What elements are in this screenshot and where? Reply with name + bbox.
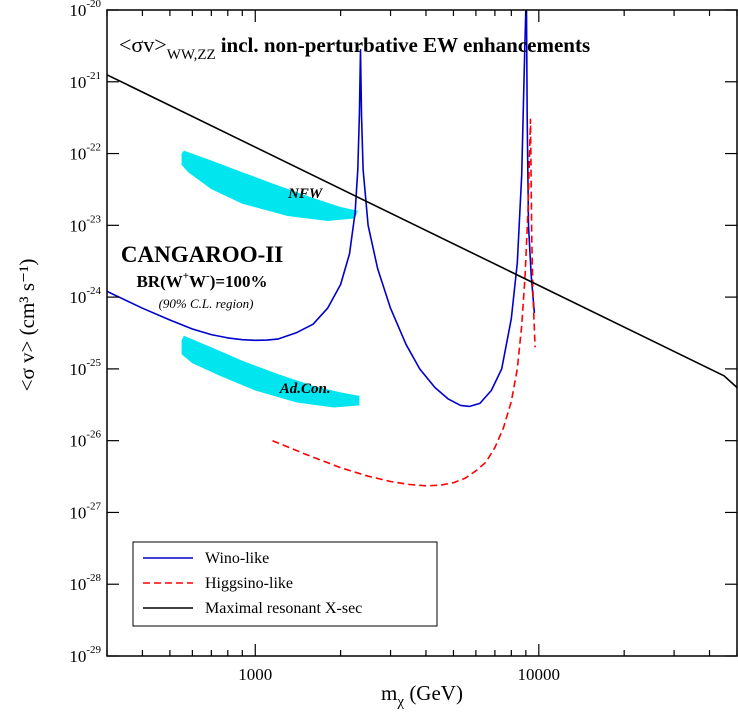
y-tick-label: 10-27 — [69, 500, 101, 522]
chart-title: <σv>WW,ZZ incl. non-perturbative EW enhan… — [119, 32, 590, 63]
y-tick-label: 10-26 — [69, 429, 101, 451]
legend: Wino-like Higgsino-like Maximal resonant… — [132, 541, 438, 627]
series-wino-line — [107, 10, 527, 408]
region-ad-con — [181, 335, 360, 408]
x-axis-label: mχ (GeV) — [381, 681, 463, 710]
y-axis-ticks — [107, 9, 737, 657]
region-nfw — [181, 150, 358, 221]
branching-ratio-label: BR(W+W-)=100% — [136, 270, 267, 291]
series-wino-line-upper — [525, 10, 536, 314]
series-layer — [107, 10, 737, 487]
y-tick-label: 10-29 — [69, 644, 101, 666]
y-tick-label: 10-28 — [69, 572, 101, 594]
legend-label-wino: Wino-like — [205, 550, 269, 567]
y-tick-label: 10-20 — [69, 0, 101, 20]
legend-box — [132, 541, 438, 627]
legend-label-higgsino: Higgsino-like — [205, 575, 293, 592]
y-tick-label: 10-25 — [69, 357, 101, 379]
experiment-label: CANGAROO-II — [121, 242, 283, 267]
confidence-level-note: (90% C.L. region) — [159, 296, 254, 311]
x-axis-ticks — [106, 10, 738, 656]
series-maximal-line — [107, 74, 737, 389]
y-tick-label: 10-24 — [69, 285, 101, 307]
x-tick-label: 10000 — [518, 665, 561, 684]
legend-label-maximal: Maximal resonant X-sec — [205, 600, 362, 617]
plot-frame — [106, 9, 738, 657]
x-axis-tick-labels: 1000 10000 — [238, 665, 560, 684]
y-tick-label: 10-22 — [69, 142, 101, 164]
x-tick-label: 1000 — [238, 665, 272, 684]
y-axis-tick-labels: 10-29 10-28 10-27 10-26 10-25 10-24 10-23 10-22… — [69, 0, 101, 666]
regions-layer: NFW Ad.Con. — [181, 150, 360, 408]
series-higgsino-line — [272, 118, 536, 487]
region-label-ad-con: Ad.Con. — [279, 381, 331, 397]
y-tick-label: 10-21 — [69, 70, 101, 92]
region-label-nfw: NFW — [287, 186, 324, 202]
y-axis-label: <σ v> (cm³ s⁻¹) — [15, 259, 39, 392]
y-tick-label: 10-23 — [69, 213, 101, 235]
